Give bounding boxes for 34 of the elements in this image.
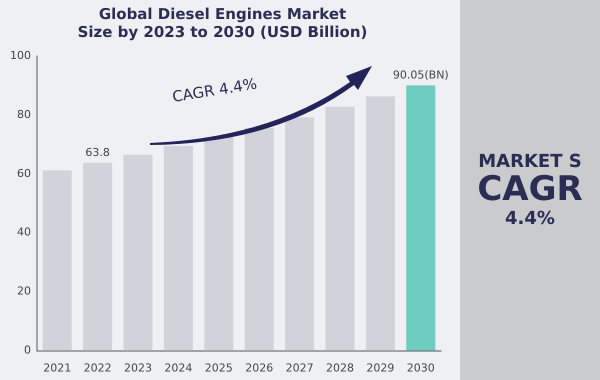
bar bbox=[244, 128, 274, 351]
x-tick-label: 2027 bbox=[286, 361, 314, 374]
bar bbox=[123, 154, 153, 351]
bar bbox=[325, 106, 355, 351]
y-tick-label: 20 bbox=[16, 284, 31, 298]
text: CAGR bbox=[477, 169, 583, 210]
text: 4.4% bbox=[505, 208, 555, 229]
x-tick-label: 2023 bbox=[124, 361, 152, 374]
bar bbox=[285, 117, 314, 351]
y-tick-label: 60 bbox=[16, 166, 31, 180]
text: MARKET S bbox=[478, 150, 582, 172]
bar bbox=[42, 170, 72, 351]
bar bbox=[204, 137, 234, 351]
x-tick-label: 2030 bbox=[406, 361, 435, 374]
y-tick-label: 80 bbox=[16, 108, 31, 121]
y-tick-label: 40 bbox=[16, 226, 31, 239]
data-label: 90.05(BN) bbox=[392, 68, 449, 82]
text: Size by 2023 to 2030 (USD Billion) bbox=[78, 22, 368, 41]
annotation: CAGR 4.4% bbox=[170, 74, 258, 106]
x-tick-label: 2021 bbox=[43, 361, 72, 374]
bar bbox=[164, 146, 193, 351]
x-tick-label: 2024 bbox=[164, 361, 192, 374]
bar bbox=[83, 162, 112, 351]
bar bbox=[406, 85, 436, 351]
y-tick-label: 0 bbox=[24, 344, 31, 357]
y-tick-label: 100 bbox=[10, 48, 31, 62]
x-tick-label: 2025 bbox=[204, 361, 233, 374]
x-tick-label: 2029 bbox=[366, 361, 394, 374]
data-label: 63.8 bbox=[85, 146, 110, 160]
text: Global Diesel Engines Market bbox=[98, 4, 346, 23]
x-tick-label: 2028 bbox=[326, 361, 354, 374]
bar bbox=[366, 96, 395, 351]
x-tick-label: 2026 bbox=[245, 361, 274, 374]
x-tick-label: 2022 bbox=[84, 361, 112, 374]
